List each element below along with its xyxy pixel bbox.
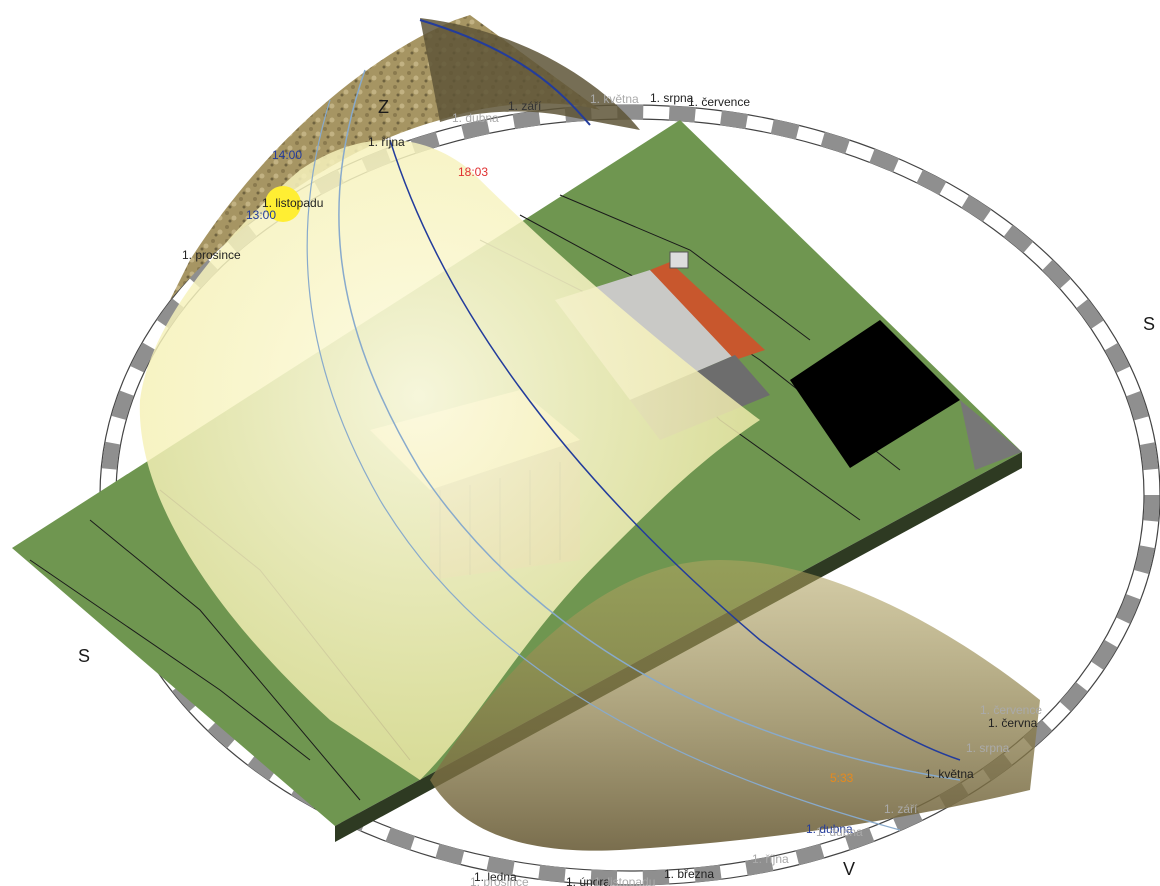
sky-dome-sunlit [139, 140, 760, 780]
sun-marker [265, 186, 301, 222]
date-label: 1. dubna [452, 111, 499, 125]
sky-dome-lower [430, 560, 1040, 851]
date-label: 1. prosince [470, 875, 529, 886]
date-label: 1. srpna [650, 91, 694, 105]
date-label: 1. prosince [182, 248, 241, 262]
time-label-13: 13:00 [246, 208, 276, 222]
date-label: 1. května [925, 767, 974, 781]
dir-west: Z [378, 97, 389, 117]
dir-east: V [843, 859, 855, 879]
dir-south: S [78, 646, 90, 666]
date-label: 1. května [590, 92, 639, 106]
date-label: 1. září [508, 99, 542, 113]
sunrise-time: 5:33 [830, 771, 854, 785]
date-label: 1. listopadu [594, 875, 655, 886]
date-label: 1. dubna [806, 822, 853, 836]
date-label: 1. července [980, 703, 1042, 717]
date-label: 1. října [368, 135, 405, 149]
sky-dome-shade [420, 18, 640, 130]
date-label: 1. února [566, 875, 610, 886]
date-label: 1. července [688, 95, 750, 109]
date-label: 1. dubna [816, 825, 863, 839]
time-label-14: 14:00 [272, 148, 302, 162]
date-label: 1. listopadu [262, 196, 323, 210]
date-label: 1. září [884, 802, 918, 816]
dir-north: S [1143, 314, 1155, 334]
date-label: 1. ledna [474, 870, 517, 884]
sunset-time: 18:03 [458, 165, 488, 179]
date-label: 1. března [664, 867, 714, 881]
sun-path-arcs [306, 19, 961, 831]
date-label: 1. října [752, 852, 789, 866]
date-label: 1. srpna [966, 741, 1010, 755]
date-label: 1. června [988, 716, 1038, 730]
